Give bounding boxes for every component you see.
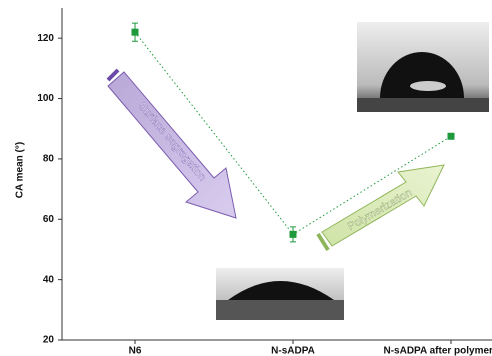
marker xyxy=(448,133,455,140)
x-tick-label: N-sADPA after polymerizatio xyxy=(383,346,492,356)
y-tick-label: 100 xyxy=(37,93,54,104)
annotation: Surface segregation xyxy=(136,100,208,183)
y-tick-label: 20 xyxy=(43,335,55,346)
chart: Surface segregation Polymerization CA me… xyxy=(0,0,492,356)
x-tick-label: N6 xyxy=(129,346,142,356)
y-tick-label: 60 xyxy=(43,214,55,225)
y-tick-label: 120 xyxy=(37,33,54,44)
y-tick-label: 40 xyxy=(43,274,55,285)
annotation: Polymerization xyxy=(346,187,414,233)
y-axis-label: CA mean (°) xyxy=(15,142,26,198)
x-tick-label: N-sADPA xyxy=(271,346,315,356)
y-tick-label: 80 xyxy=(43,154,55,165)
marker xyxy=(132,29,139,36)
droplet-photo xyxy=(357,22,489,112)
droplet-photo xyxy=(216,268,344,320)
marker xyxy=(290,231,297,238)
